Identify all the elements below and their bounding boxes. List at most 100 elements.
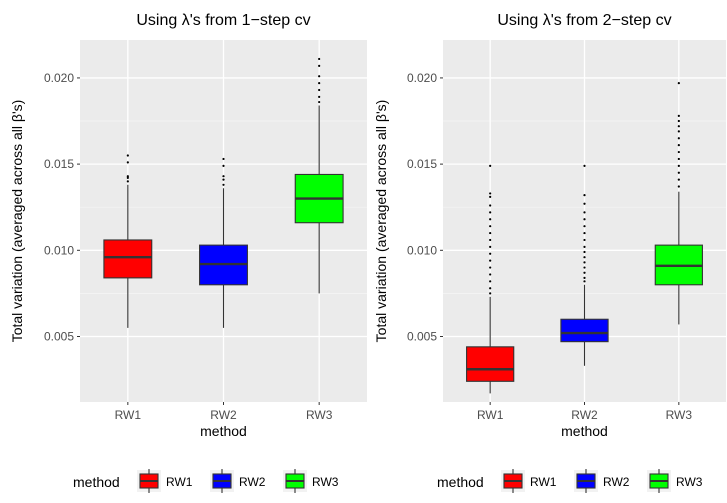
x-axis-title: method [561, 423, 608, 439]
outlier-point [583, 271, 586, 274]
outlier-point [489, 204, 492, 207]
y-tick-label: 0.010 [407, 243, 437, 257]
outlier-point [489, 231, 492, 235]
outlier-point [583, 211, 586, 214]
outlier-point [489, 211, 492, 214]
outlier-point [677, 130, 680, 133]
outlier-point [489, 192, 492, 195]
legend-label: RW1 [530, 475, 557, 489]
outlier-point [489, 259, 492, 262]
x-tick-label: RW1 [477, 408, 504, 422]
outlier-point [126, 176, 129, 180]
outlier-point [126, 161, 129, 164]
outlier-point [489, 280, 492, 283]
box-RW1 [466, 164, 515, 394]
outlier-point [677, 119, 680, 123]
y-tick-label: 0.015 [407, 157, 437, 171]
outlier-point [583, 261, 586, 264]
box-RW3 [654, 81, 703, 325]
box-RW2 [199, 157, 248, 328]
legend-label: RW2 [603, 475, 630, 489]
box-body [103, 239, 153, 279]
y-tick-label: 0.020 [44, 71, 74, 85]
chart-panel-1: Using λ's from 1−step cv 0.005 0.010 0.015 0… [9, 12, 367, 493]
legend: method RW1 RW2 RW3 [437, 469, 703, 493]
outlier-point [222, 178, 225, 181]
legend-item-RW2: RW2 [210, 469, 266, 493]
outlier-point [583, 256, 586, 259]
outlier-point [222, 175, 225, 178]
outlier-point [489, 218, 492, 221]
outlier-point [126, 154, 129, 157]
outlier-point [318, 64, 321, 67]
outlier-point [489, 238, 492, 242]
outlier-point [583, 266, 586, 269]
y-tick-label: 0.005 [407, 329, 437, 343]
outlier-point [677, 114, 680, 117]
outlier-point [222, 164, 225, 167]
legend-item-RW2: RW2 [574, 469, 630, 493]
outlier-point [489, 225, 492, 228]
outlier-point [489, 287, 492, 290]
outlier-point [318, 95, 321, 98]
y-tick-label: 0.010 [44, 243, 74, 257]
box-body [560, 318, 609, 343]
x-axis-title: method [200, 423, 247, 439]
outlier-point [677, 185, 680, 188]
outlier-point [318, 81, 321, 85]
outlier-point [583, 250, 586, 254]
outlier-point [583, 238, 586, 242]
outlier-point [583, 276, 586, 279]
outlier-point [489, 292, 492, 295]
y-axis-title: Total variation (averaged across all β's… [373, 100, 389, 343]
legend-item-RW1: RW1 [137, 469, 193, 493]
outlier-point [583, 231, 586, 235]
outlier-point [677, 164, 680, 167]
y-tick-label: 0.005 [44, 329, 74, 343]
legend-label: RW3 [312, 475, 339, 489]
x-tick-label: RW1 [115, 408, 142, 422]
x-tick-label: RW3 [666, 408, 693, 422]
legend-label: RW3 [676, 475, 703, 489]
outlier-point [583, 280, 586, 283]
outlier-point [677, 137, 680, 140]
y-axis-title: Total variation (averaged across all β's… [9, 100, 25, 343]
legend: method RW1 RW2 RW3 [73, 469, 339, 493]
box-body [466, 346, 515, 382]
outlier-point [489, 195, 492, 198]
outlier-point [222, 157, 225, 161]
outlier-point [318, 100, 321, 104]
outlier-point [489, 266, 492, 269]
outlier-point [489, 252, 492, 255]
outlier-point [318, 75, 321, 78]
box-RW3 [294, 57, 344, 294]
outlier-point [677, 125, 680, 128]
outlier-point [126, 180, 129, 183]
y-tick-label: 0.015 [44, 157, 74, 171]
chart-title: Using λ's from 2−step cv [497, 12, 671, 29]
legend-label: RW2 [239, 475, 266, 489]
legend-label: RW1 [166, 475, 193, 489]
x-tick-label: RW2 [210, 408, 237, 422]
outlier-point [583, 164, 586, 167]
outlier-point [489, 245, 492, 248]
x-tick-label: RW3 [306, 408, 333, 422]
outlier-point [677, 157, 680, 161]
legend-title: method [437, 474, 484, 490]
y-tick-label: 0.020 [407, 71, 437, 85]
outlier-point [677, 81, 680, 85]
outlier-point [489, 164, 492, 167]
outlier-point [677, 171, 680, 174]
legend-item-RW1: RW1 [501, 469, 557, 493]
box-RW2 [560, 164, 609, 366]
outlier-point [583, 202, 586, 205]
outlier-point [677, 178, 680, 181]
outlier-point [583, 245, 586, 248]
outlier-point [583, 225, 586, 228]
legend-item-RW3: RW3 [283, 469, 339, 493]
outlier-point [222, 183, 225, 186]
outlier-point [318, 88, 321, 92]
legend-title: method [73, 474, 120, 490]
